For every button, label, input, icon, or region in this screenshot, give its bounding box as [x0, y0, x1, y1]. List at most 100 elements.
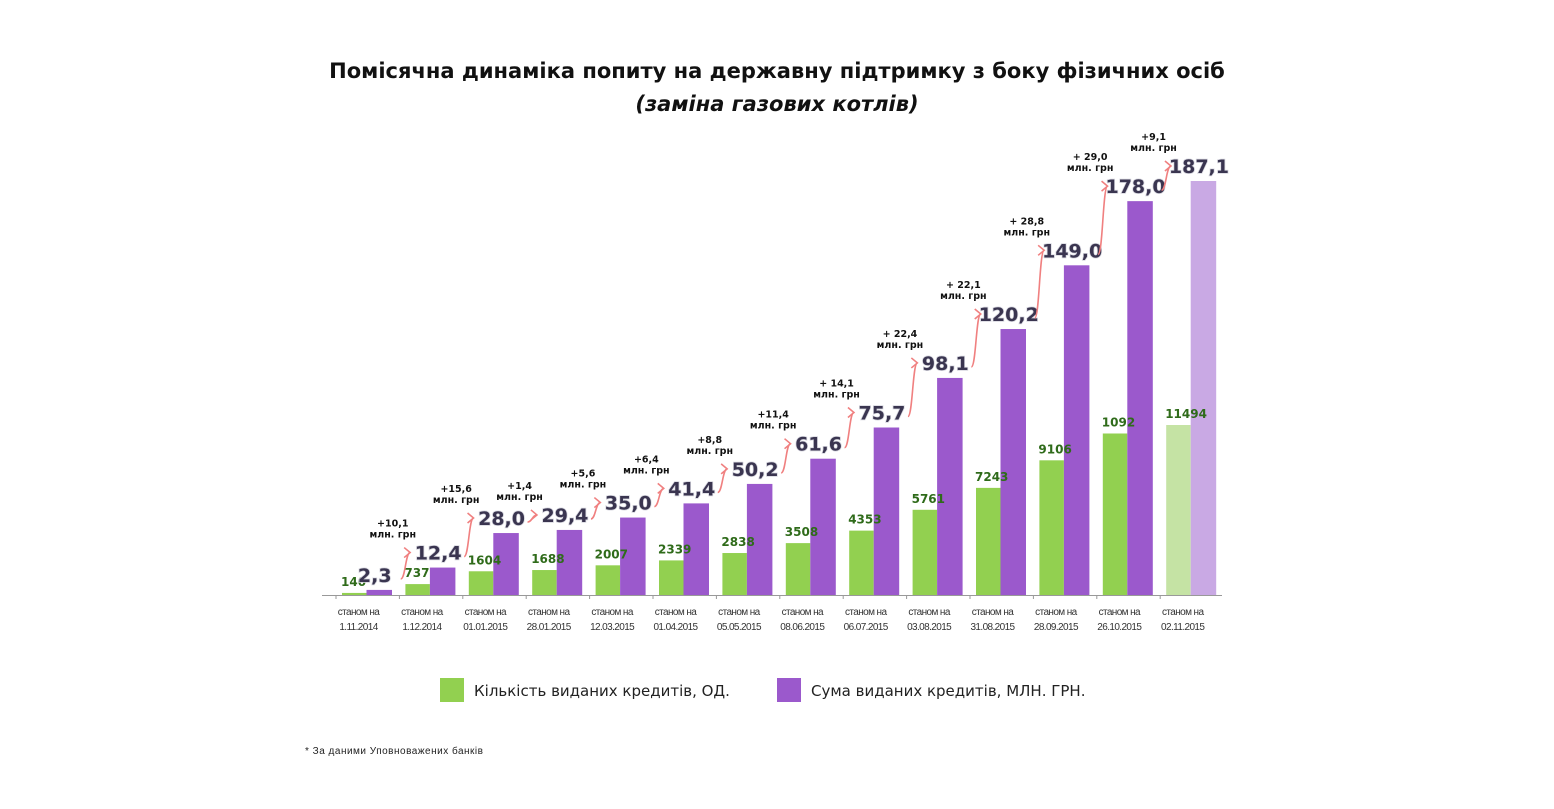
bar-sum [810, 458, 836, 595]
bar-count [912, 509, 938, 595]
data-label-count: 9106 [1038, 442, 1071, 456]
arrow-head-icon [1101, 180, 1109, 192]
arrow-head-icon [403, 546, 412, 559]
bar-sum [1000, 329, 1026, 595]
bar-count [532, 570, 557, 595]
arrow-head-icon [593, 496, 602, 509]
bar-sum [683, 503, 709, 595]
data-label-sum: 29,4 [542, 505, 589, 527]
arrow-head-icon [784, 438, 792, 450]
data-label-sum: 41,4 [668, 478, 715, 500]
legend-swatch-count [440, 678, 464, 702]
bar-sum [429, 567, 456, 595]
delta-label: + 28,8 [1009, 216, 1044, 227]
delta-unit: млн. грн [750, 421, 797, 432]
arrow-head-icon [1037, 244, 1046, 256]
arrow-head-icon [974, 308, 982, 320]
legend-swatch-sum [777, 678, 801, 702]
arrow-head-icon [847, 406, 856, 419]
data-label-sum: 120,2 [979, 304, 1039, 326]
data-label-sum: 98,1 [922, 353, 969, 375]
bar-count [1102, 433, 1128, 595]
bar-count [1039, 460, 1064, 595]
bar-count [659, 560, 684, 595]
bar-count [468, 571, 494, 595]
bar-sum [620, 517, 646, 595]
arrow-head-icon [657, 482, 665, 495]
data-label-sum: 61,6 [795, 434, 842, 456]
x-tick-label-prefix: станом на [908, 607, 950, 618]
delta-unit: млн. грн [1003, 227, 1050, 238]
chart-title: Помісячна динаміка попиту на державну пі… [329, 59, 1225, 83]
data-label-sum: 2,3 [358, 565, 392, 587]
bar-count [342, 592, 367, 595]
delta-label: + 29,0 [1073, 152, 1108, 163]
x-tick-label-prefix: станом на [972, 607, 1014, 618]
delta-label: +6,4 [634, 454, 659, 465]
delta-label: +9,1 [1141, 132, 1166, 143]
delta-unit: млн. грн [686, 446, 733, 457]
delta-unit: млн. грн [940, 291, 987, 302]
delta-unit: млн. грн [623, 465, 670, 476]
data-label-count: 1688 [531, 552, 564, 566]
x-tick-label: 02.11.2015 [1161, 622, 1205, 633]
data-label-sum: 28,0 [478, 508, 525, 530]
x-tick-label: 08.06.2015 [780, 622, 825, 633]
delta-unit: млн. грн [560, 480, 607, 491]
delta-unit: млн. грн [433, 495, 480, 506]
data-label-sum: 178,0 [1105, 176, 1165, 198]
chart-subtitle: (заміна газових котлів) [635, 92, 918, 116]
data-label-count: 2007 [595, 547, 628, 561]
delta-arrow [654, 487, 665, 508]
bar-count [405, 584, 430, 595]
delta-arrow [463, 517, 475, 558]
x-tick-label: 03.08.2015 [907, 622, 952, 633]
data-label-sum: 35,0 [605, 493, 652, 515]
arrow-head-icon [910, 357, 919, 369]
data-label-count: 5761 [912, 492, 945, 506]
bar-sum [1063, 265, 1090, 595]
bar-sum [1190, 181, 1217, 595]
delta-label: + 22,4 [883, 329, 918, 340]
data-label-count: 737 [404, 566, 429, 580]
bar-count [595, 565, 621, 595]
data-label-sum: 149,0 [1042, 240, 1102, 262]
delta-label: +1,4 [507, 481, 532, 492]
delta-arrow [907, 362, 919, 418]
x-tick-label-prefix: станом на [338, 607, 380, 618]
arrow-head-icon [530, 509, 539, 521]
x-tick-label-prefix: станом на [655, 607, 697, 618]
x-tick-label-prefix: станом на [528, 607, 570, 618]
legend-label-count: Кількість виданих кредитів, ОД. [474, 682, 730, 700]
delta-unit: млн. грн [1067, 163, 1114, 174]
bar-count [722, 553, 747, 595]
delta-label: +11,4 [757, 410, 789, 421]
bar-sum [937, 377, 963, 595]
x-tick-label-prefix: станом на [591, 607, 633, 618]
delta-label: +8,8 [697, 435, 722, 446]
legend-label-sum: Сума виданих кредитів, МЛН. ГРН. [811, 682, 1085, 700]
data-label-count: 4353 [848, 513, 881, 527]
data-label-sum: 50,2 [732, 459, 779, 481]
delta-arrow [843, 411, 855, 449]
x-tick-label-prefix: станом на [718, 607, 760, 618]
delta-unit: млн. грн [1130, 143, 1177, 154]
x-tick-label: 1.11.2014 [339, 622, 378, 633]
legend: Кількість виданих кредитів, ОД. Сума вид… [440, 678, 1085, 702]
x-tick-label: 28.09.2015 [1034, 622, 1079, 633]
x-tick-label-prefix: станом на [401, 607, 443, 618]
x-tick-label-prefix: станом на [782, 607, 824, 618]
data-label-count: 3508 [785, 525, 818, 539]
data-label-count: 11494 [1165, 407, 1207, 421]
x-tick-label: 1.12.2014 [402, 622, 442, 633]
x-tick-label: 01.04.2015 [653, 622, 698, 633]
data-label-sum: 187,1 [1169, 156, 1229, 178]
bar-sum [873, 427, 900, 595]
bar-sum [746, 483, 773, 595]
x-tick-label-prefix: станом на [1099, 607, 1141, 618]
delta-unit: млн. грн [369, 530, 416, 541]
data-label-count: 2838 [721, 535, 754, 549]
bar-count [1166, 425, 1191, 595]
delta-arrow [590, 501, 601, 520]
data-label-count: 7243 [975, 470, 1008, 484]
